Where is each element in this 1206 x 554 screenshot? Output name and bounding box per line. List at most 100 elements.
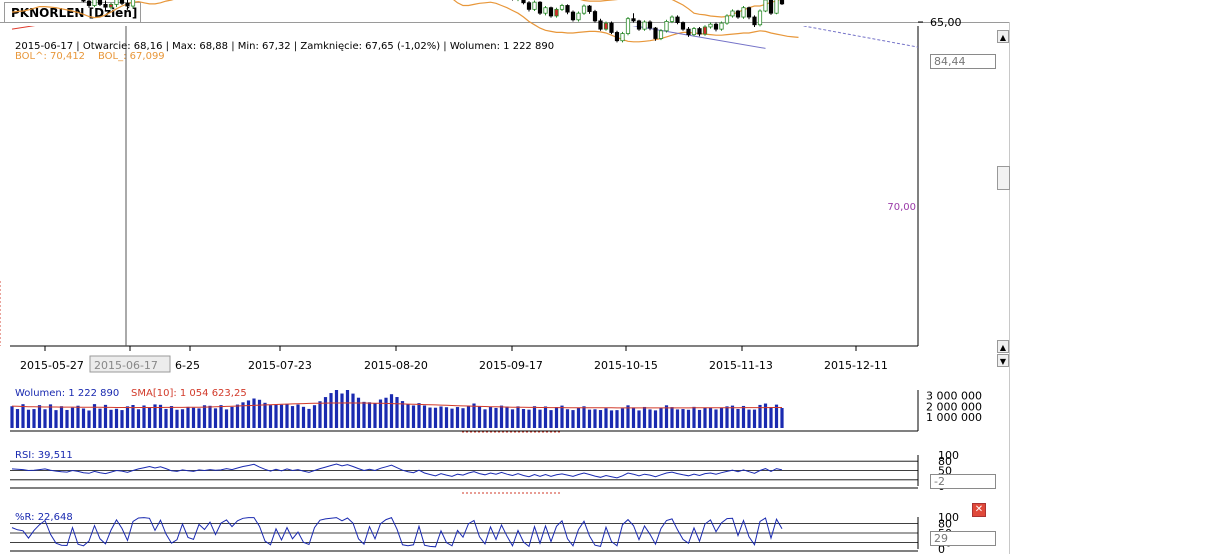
volume-bar [109, 409, 113, 428]
volume-bar [730, 405, 735, 428]
candle-body [609, 22, 614, 33]
volume-bar [725, 406, 729, 428]
volume-bar [48, 404, 53, 428]
volume-bar [587, 409, 592, 428]
hline-label: 70,00 [887, 202, 916, 213]
volume-bar [318, 401, 322, 428]
close-icon[interactable]: ✕ [972, 503, 986, 517]
candle-body [97, 0, 103, 5]
volume-bar [516, 406, 520, 428]
scroll-down-button[interactable]: ▼ [997, 354, 1009, 367]
volume-bar [488, 406, 493, 428]
candle-body [598, 20, 603, 30]
candle-body [543, 7, 548, 14]
y-tick-label: 65,00 [930, 16, 962, 29]
rsi-tick-label: 100 [938, 449, 959, 462]
rsi-tick-label: 80 [938, 455, 952, 468]
volume-bar [59, 406, 64, 428]
volume-bar [334, 390, 339, 428]
volume-bar [631, 407, 636, 428]
candle-body [647, 21, 653, 29]
volume-bar [417, 403, 421, 428]
volume-bar [389, 394, 394, 428]
volume-bar [422, 405, 427, 428]
candle-body [631, 18, 636, 22]
candle-body [114, 0, 119, 5]
volume-bar [626, 405, 630, 428]
volume-bar [98, 408, 102, 428]
volume-bar [642, 406, 647, 428]
price-value-box[interactable]: 84,44 [930, 54, 996, 69]
rsi-chart: 1008050200 [10, 449, 959, 494]
volume-bar [670, 407, 674, 428]
candle-body [702, 26, 708, 35]
volume-bar [208, 405, 212, 428]
volume-bar [406, 404, 410, 428]
volume-bar [351, 393, 355, 428]
wr-value-box[interactable]: 29 [930, 531, 996, 546]
volume-bar [87, 410, 91, 428]
volume-bar [571, 410, 575, 428]
candle-body [103, 4, 108, 8]
volume-bar [114, 408, 119, 428]
candle-body [697, 28, 702, 35]
volume-bar [455, 407, 460, 428]
volume-bar [692, 406, 696, 428]
volume-bar [26, 409, 31, 428]
candle-body [735, 10, 741, 18]
volume-bar [648, 409, 652, 428]
bollinger-lower-label: BOL_: 67,099 [98, 51, 165, 62]
candle-body [592, 11, 598, 22]
volume-bar [620, 408, 625, 428]
candle-body [669, 16, 675, 22]
scroll-up-button[interactable]: ▲ [997, 30, 1009, 43]
x-tick-label: 2015-11-13 [709, 359, 773, 372]
volume-bar [180, 409, 185, 428]
volume-bar [345, 390, 350, 428]
volume-tick-label: 3 000 000 [926, 389, 982, 402]
volume-bar [263, 402, 267, 428]
volume-bar [329, 393, 333, 428]
volume-bar [147, 408, 152, 428]
volume-bar [554, 407, 559, 428]
volume-bar [450, 408, 454, 428]
volume-bar [697, 409, 702, 428]
candle-body [86, 0, 92, 6]
volume-bar [202, 405, 207, 428]
candle-body [730, 10, 735, 17]
volume-bar [505, 406, 509, 428]
rsi-value-box[interactable]: -2 [930, 474, 996, 489]
volume-bar [224, 409, 229, 428]
volume-bar [428, 407, 432, 428]
candle-body [653, 27, 658, 39]
candle-body [581, 5, 587, 14]
volume-bar [125, 406, 130, 428]
candle-body [768, 0, 774, 14]
volume-bar [290, 406, 295, 428]
volume-bar [153, 404, 157, 428]
candle-body [741, 7, 746, 18]
candle-body [675, 16, 680, 23]
volume-bar [340, 393, 344, 428]
volume-bar [664, 405, 669, 428]
candle-body [526, 2, 532, 10]
williams-r-chart: 1008050200 [10, 511, 959, 554]
volume-bar [268, 405, 273, 428]
volume-bar [477, 406, 482, 428]
volume-bar [598, 410, 603, 428]
scroll-thumb[interactable] [997, 166, 1010, 190]
x-tick-label: 2015-09-17 [479, 359, 543, 372]
volume-bar [758, 404, 762, 428]
volume-bar [593, 409, 597, 428]
wr-tick-label: 0 [938, 543, 945, 554]
y-tick-label: 70,00 [930, 0, 962, 2]
volume-bar [191, 407, 196, 428]
volume-bar [279, 404, 284, 428]
scroll-up-button-lower[interactable]: ▲ [997, 340, 1009, 353]
candle-body [636, 20, 642, 30]
volume-bar [433, 407, 438, 428]
price-chart: 80,0075,0070,0065,00 [0, 0, 962, 351]
volume-bar [708, 407, 713, 428]
